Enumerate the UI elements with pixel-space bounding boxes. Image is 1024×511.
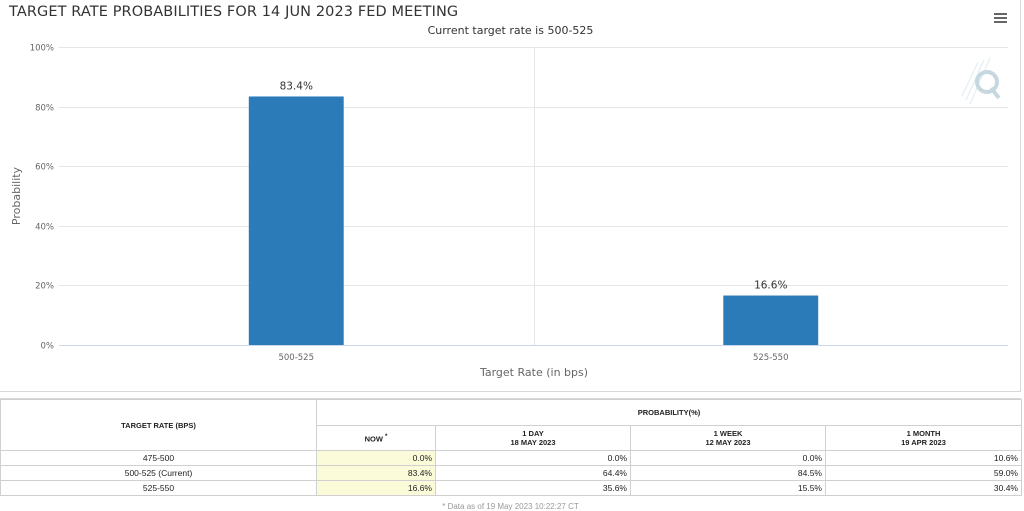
one-week-cell: 15.5%: [630, 480, 826, 496]
now-header: NOW *: [316, 425, 436, 451]
one-month-cell: 30.4%: [825, 480, 1022, 496]
probability-header: PROBABILITY(%): [316, 399, 1022, 426]
data-label-500-525: 83.4%: [280, 80, 313, 92]
bar-525-550[interactable]: [723, 295, 819, 345]
probability-table-panel: TARGET RATE (BPS) PROBABILITY(%) NOW * 1…: [0, 398, 1022, 511]
chart-panel: 0% 20% 40% 60% 80% 100% 83.4% 16.6% 500-525 525…: [0, 0, 1021, 392]
rate-cell: 475-500: [0, 450, 317, 466]
y-tick-label: 0%: [41, 342, 55, 352]
rate-header: TARGET RATE (BPS): [0, 399, 317, 451]
y-tick-label: 60%: [35, 163, 54, 173]
one-month-cell: 10.6%: [825, 450, 1022, 466]
one-week-header: 1 WEEK 12 MAY 2023: [630, 425, 826, 451]
data-timestamp-note: * Data as of 19 May 2023 10:22:27 CT: [442, 502, 579, 511]
y-axis-ticks: 0% 20% 40% 60% 80% 100%: [30, 44, 54, 352]
grid-lines: [59, 47, 1008, 345]
one-month-cell: 59.0%: [825, 465, 1022, 481]
y-axis-title: Probability: [10, 166, 23, 225]
one-day-header: 1 DAY 18 MAY 2023: [435, 425, 631, 451]
x-tick-label: 525-550: [753, 353, 789, 363]
bar-500-525[interactable]: [248, 96, 344, 345]
table-row: 475-500 0.0% 0.0% 0.0% 10.6%: [0, 450, 1022, 466]
now-cell: 0.0%: [316, 450, 436, 466]
q-logo-icon: [961, 57, 1001, 105]
probability-table: TARGET RATE (BPS) PROBABILITY(%) NOW * 1…: [0, 399, 1022, 496]
table-row: 500-525 (Current) 83.4% 64.4% 84.5% 59.0…: [0, 465, 1022, 481]
x-axis-title: Target Rate (in bps): [479, 366, 588, 379]
bars: [248, 96, 819, 345]
bar-chart: 0% 20% 40% 60% 80% 100% 83.4% 16.6% 500-525 525…: [10, 44, 1008, 379]
one-week-cell: 0.0%: [630, 450, 826, 466]
table-row: 525-550 16.6% 35.6% 15.5% 30.4%: [0, 480, 1022, 496]
x-tick-label: 500-525: [278, 353, 314, 363]
y-tick-label: 20%: [35, 282, 54, 292]
one-day-cell: 0.0%: [435, 450, 631, 466]
y-tick-label: 100%: [30, 44, 54, 54]
data-labels: 83.4% 16.6%: [280, 80, 788, 291]
one-day-cell: 64.4%: [435, 465, 631, 481]
hamburger-menu-icon[interactable]: [994, 13, 1007, 24]
y-tick-label: 40%: [35, 223, 54, 233]
chart-title: TARGET RATE PROBABILITIES FOR 14 JUN 202…: [9, 4, 459, 20]
chart-subtitle: Current target rate is 500-525: [427, 24, 594, 37]
rate-cell: 500-525 (Current): [0, 465, 317, 481]
rate-cell: 525-550: [0, 480, 317, 496]
one-month-header: 1 MONTH 19 APR 2023: [825, 425, 1022, 451]
y-tick-label: 80%: [35, 104, 54, 114]
now-cell: 16.6%: [316, 480, 436, 496]
now-cell: 83.4%: [316, 465, 436, 481]
one-day-cell: 35.6%: [435, 480, 631, 496]
one-week-cell: 84.5%: [630, 465, 826, 481]
data-label-525-550: 16.6%: [754, 280, 787, 292]
now-footnote-mark: *: [385, 432, 388, 440]
x-axis-ticks: 500-525 525-550: [278, 353, 788, 363]
